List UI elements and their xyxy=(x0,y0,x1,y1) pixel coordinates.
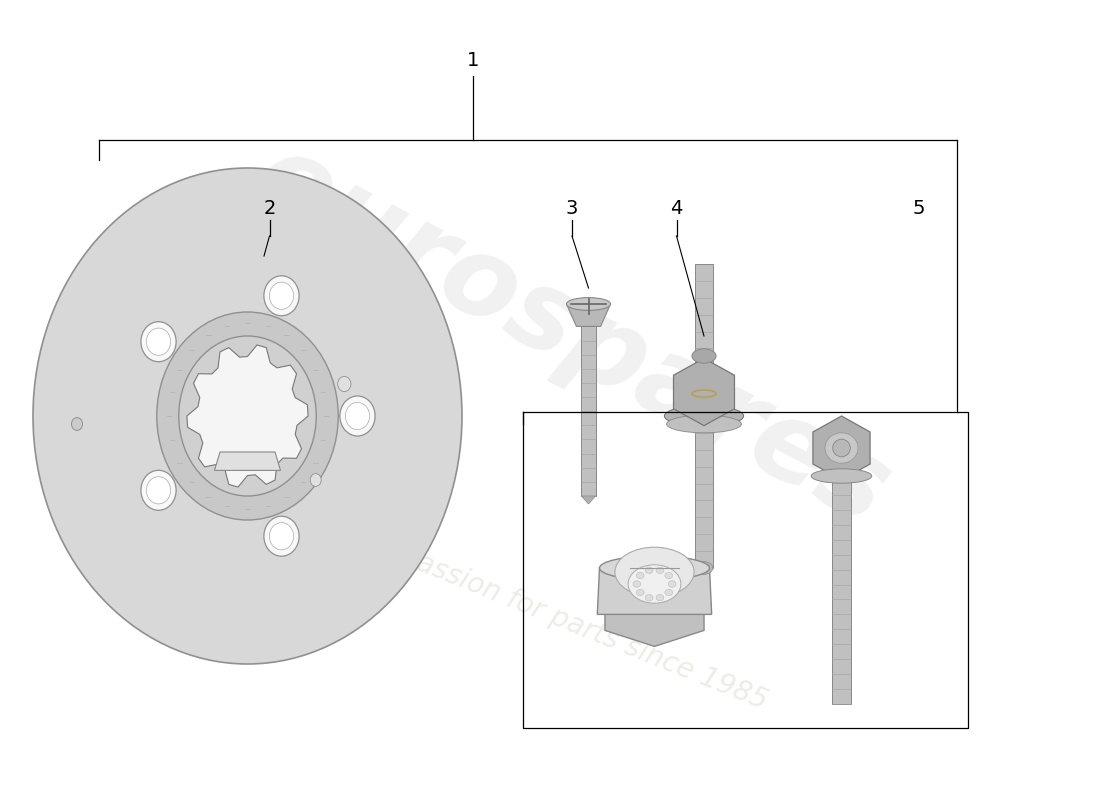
Ellipse shape xyxy=(634,581,640,587)
Ellipse shape xyxy=(664,572,672,578)
Ellipse shape xyxy=(72,418,82,430)
Ellipse shape xyxy=(833,439,850,457)
Text: eurospares: eurospares xyxy=(236,124,908,548)
Ellipse shape xyxy=(637,572,645,578)
Polygon shape xyxy=(597,568,712,614)
Ellipse shape xyxy=(146,328,170,355)
Ellipse shape xyxy=(340,396,375,436)
Ellipse shape xyxy=(566,298,610,310)
Ellipse shape xyxy=(146,477,170,504)
Ellipse shape xyxy=(270,522,294,550)
Polygon shape xyxy=(673,358,735,426)
Ellipse shape xyxy=(664,590,672,596)
Ellipse shape xyxy=(692,349,716,363)
Polygon shape xyxy=(813,416,870,480)
Ellipse shape xyxy=(667,415,741,433)
Ellipse shape xyxy=(310,474,321,486)
Polygon shape xyxy=(582,496,596,504)
Text: 3: 3 xyxy=(565,198,579,218)
Ellipse shape xyxy=(156,312,339,520)
Ellipse shape xyxy=(264,516,299,556)
Ellipse shape xyxy=(615,547,694,597)
Bar xyxy=(582,326,596,496)
Ellipse shape xyxy=(637,590,645,596)
Ellipse shape xyxy=(825,433,858,463)
Ellipse shape xyxy=(646,594,653,601)
Bar xyxy=(695,264,713,568)
Ellipse shape xyxy=(656,594,663,601)
Polygon shape xyxy=(605,582,704,646)
Text: 1: 1 xyxy=(466,50,480,70)
Ellipse shape xyxy=(141,322,176,362)
Ellipse shape xyxy=(600,556,710,580)
Text: a passion for parts since 1985: a passion for parts since 1985 xyxy=(372,533,772,715)
Polygon shape xyxy=(214,452,280,470)
Ellipse shape xyxy=(646,567,653,574)
Polygon shape xyxy=(187,345,308,487)
Ellipse shape xyxy=(695,562,713,574)
Ellipse shape xyxy=(345,402,370,430)
Ellipse shape xyxy=(669,581,675,587)
Text: 2: 2 xyxy=(263,198,276,218)
Text: 5: 5 xyxy=(912,198,925,218)
Ellipse shape xyxy=(264,276,299,316)
Polygon shape xyxy=(566,304,610,326)
Ellipse shape xyxy=(664,406,744,426)
Ellipse shape xyxy=(628,565,681,603)
Ellipse shape xyxy=(178,336,317,496)
Ellipse shape xyxy=(270,282,294,310)
Ellipse shape xyxy=(338,376,351,392)
Text: 4: 4 xyxy=(670,198,683,218)
Ellipse shape xyxy=(141,470,176,510)
Ellipse shape xyxy=(33,168,462,664)
Ellipse shape xyxy=(656,567,663,574)
Bar xyxy=(832,480,851,704)
Ellipse shape xyxy=(812,469,871,483)
